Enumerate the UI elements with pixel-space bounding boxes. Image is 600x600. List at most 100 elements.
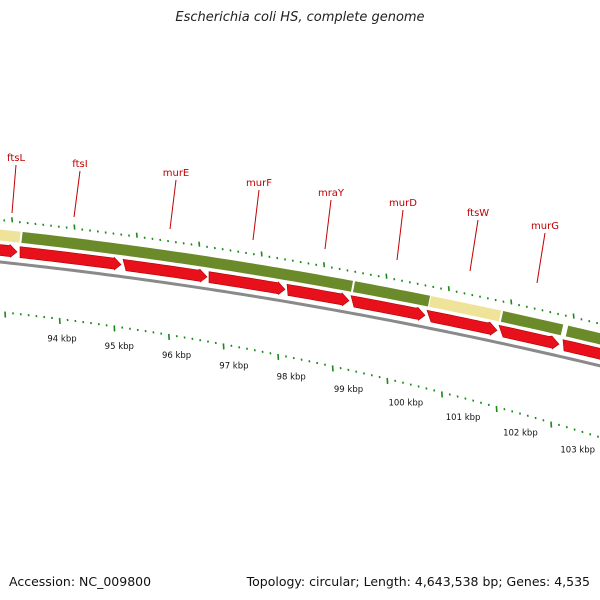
minor-tick (159, 238, 162, 242)
minor-tick (26, 221, 29, 225)
gene-arrow (350, 295, 426, 321)
minor-tick (440, 287, 443, 290)
minor-tick (291, 259, 294, 262)
minor-tick (557, 312, 560, 316)
gene-label-murE: murE (163, 168, 190, 179)
minor-tick (167, 239, 170, 243)
minor-tick (564, 314, 567, 317)
minor-tick (596, 321, 599, 325)
kbp-label: 101 kbp (446, 413, 481, 423)
minor-tick (455, 290, 458, 293)
minor-tick (315, 263, 318, 266)
minor-tick (432, 285, 435, 289)
minor-tick (307, 262, 310, 265)
minor-tick (518, 303, 521, 307)
gene-arrow (426, 309, 498, 336)
gene-label-ftsW: ftsW (467, 208, 489, 219)
gene-label-ftsL: ftsL (7, 153, 25, 164)
minor-tick (276, 256, 279, 260)
topology-info-text: Topology: circular; Length: 4,643,538 bp… (246, 574, 590, 589)
minor-tick (549, 310, 552, 314)
major-tick (385, 273, 388, 279)
operon-segment (500, 311, 564, 336)
minor-tick (299, 260, 302, 264)
minor-tick (377, 275, 380, 278)
minor-tick (424, 284, 427, 287)
major-tick (260, 251, 263, 257)
page-title: Escherichia coli HS, complete genome (175, 10, 425, 25)
minor-tick (268, 255, 271, 258)
major-tick (135, 232, 138, 238)
minor-tick (120, 233, 123, 236)
minor-tick (57, 225, 60, 228)
kbp-label: 103 kbp (560, 446, 595, 456)
minor-tick (525, 305, 528, 309)
gene-arrow (19, 246, 122, 271)
gene-arrow (562, 339, 600, 360)
minor-tick (362, 272, 365, 275)
minor-tick (81, 228, 84, 231)
minor-tick (479, 295, 482, 298)
minor-tick (416, 282, 419, 286)
minor-tick (541, 309, 544, 312)
minor-tick (104, 231, 107, 234)
kbp-label: 100 kbp (388, 398, 423, 408)
major-tick (447, 286, 450, 292)
gene-label-murG: murG (531, 221, 559, 232)
kbp-label: 99 kbp (334, 385, 363, 395)
minor-tick (401, 279, 404, 282)
operon-segment (0, 229, 21, 243)
minor-tick (89, 229, 92, 232)
minor-tick (494, 298, 497, 302)
minor-tick (580, 318, 583, 321)
gene-leader-line (73, 170, 81, 218)
gene-label-murF: murF (246, 178, 272, 189)
minor-tick (284, 258, 287, 261)
operon-segment (565, 325, 600, 345)
gene-leader-line (169, 179, 177, 230)
gene-label-ftsI: ftsI (72, 159, 87, 170)
minor-tick (42, 223, 45, 226)
minor-tick (96, 230, 99, 233)
minor-tick (221, 248, 224, 251)
minor-tick (252, 253, 255, 256)
minor-tick (18, 220, 21, 224)
minor-tick (486, 297, 489, 300)
gene-arrow (286, 283, 350, 307)
minor-tick (206, 245, 209, 249)
minor-tick (151, 237, 154, 241)
major-tick (510, 299, 513, 305)
major-tick (323, 262, 326, 268)
minor-tick (533, 307, 536, 310)
minor-tick (128, 234, 131, 237)
gene-leader-line (469, 219, 479, 272)
kbp-label: 102 kbp (503, 429, 538, 439)
minor-tick (213, 246, 216, 250)
kbp-label: 94 kbp (47, 334, 76, 344)
minor-tick (471, 293, 474, 297)
minor-tick (112, 232, 115, 235)
minor-tick (408, 281, 411, 284)
operon-segment (352, 281, 431, 307)
kbp-label: 95 kbp (105, 342, 134, 352)
operon-segment (21, 231, 353, 292)
operon-segment (428, 295, 502, 322)
major-tick (73, 224, 76, 230)
minor-tick (463, 292, 466, 295)
minor-tick (34, 222, 37, 226)
gene-arrow (498, 324, 560, 350)
gene-label-mraY: mraY (318, 188, 345, 199)
minor-tick (229, 249, 232, 252)
minor-tick (182, 242, 185, 245)
minor-tick (330, 266, 333, 269)
kbp-label: 97 kbp (219, 361, 248, 371)
minor-tick (354, 270, 357, 274)
gene-leader-line (252, 189, 260, 241)
backbone-line (0, 260, 600, 368)
minor-tick (237, 250, 240, 253)
minor-tick (245, 251, 248, 255)
gene-leader-line (536, 232, 546, 284)
minor-tick (65, 226, 68, 229)
major-tick (11, 217, 14, 223)
